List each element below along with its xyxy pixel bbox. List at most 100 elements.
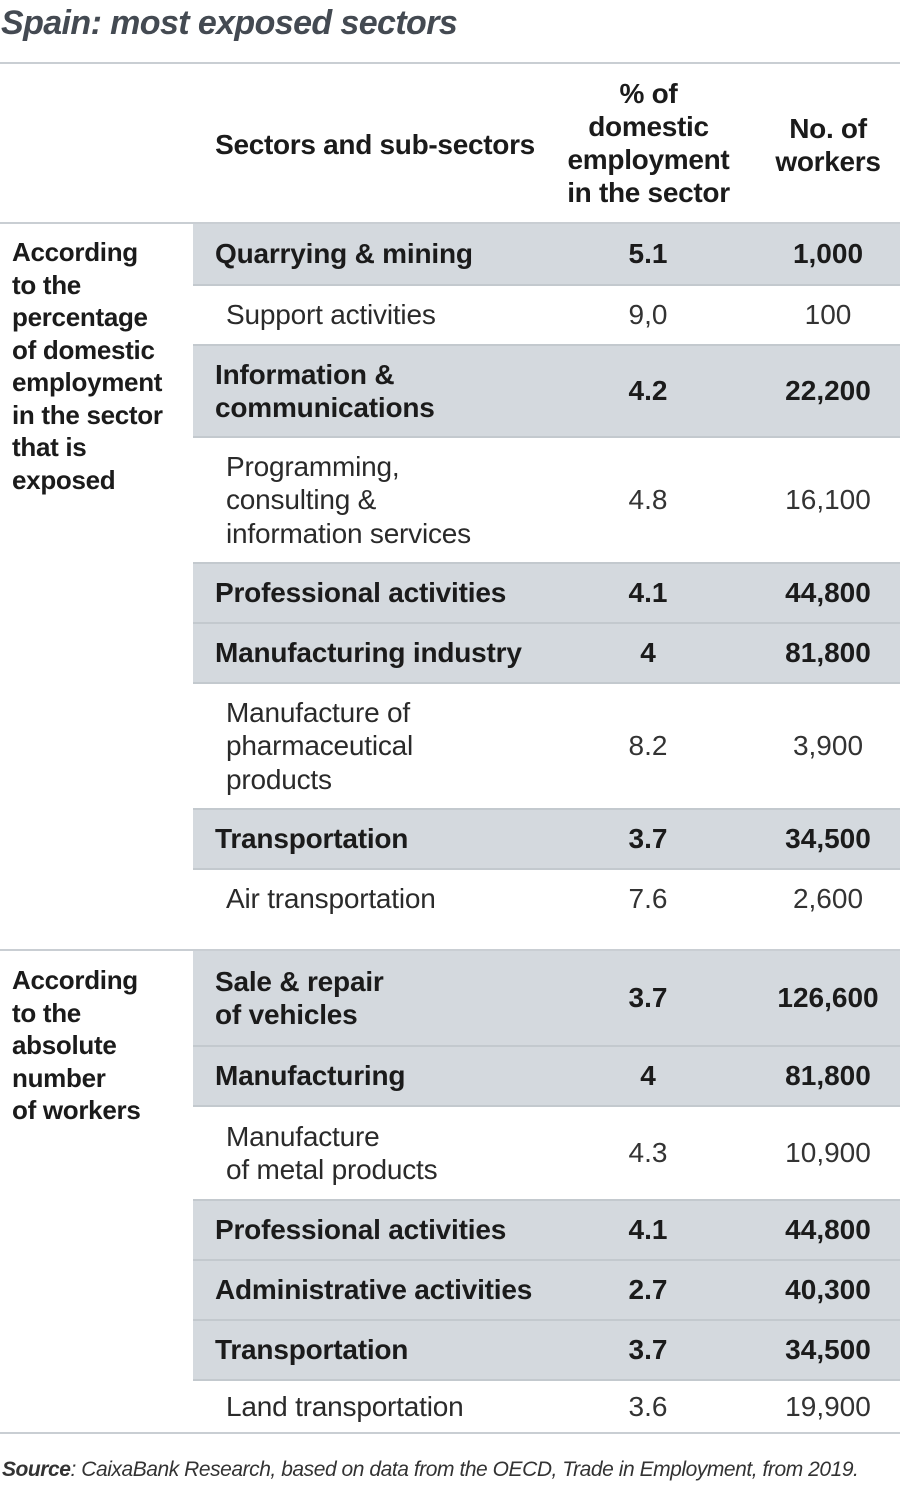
sector-name-line: Programming, — [226, 450, 400, 482]
sector-name: Manufacture of metal products — [226, 1107, 556, 1199]
bottom-rule — [0, 1432, 900, 1434]
sub-sector-row: Air transportation 7.6 2,600 — [193, 868, 900, 928]
sector-name: Manufacturing — [215, 1047, 555, 1105]
sector-row: Administrative activities 2.7 40,300 — [193, 1259, 900, 1319]
group-label-line: percentage — [12, 302, 148, 332]
employment-pct: 9,0 — [628, 299, 668, 330]
sub-sector-row: Land transportation 3.6 19,900 — [193, 1379, 900, 1433]
sector-name: Professional activities — [215, 1201, 555, 1259]
employment-pct: 4.3 — [628, 1137, 668, 1168]
sector-row: Sale & repair of vehicles 3.7 126,600 — [193, 951, 900, 1045]
workers-count: 10,900 — [785, 1137, 871, 1168]
employment-pct: 5.1 — [628, 238, 668, 269]
group-label-line: in the sector — [12, 399, 163, 430]
workers-count: 2,600 — [792, 883, 864, 914]
employment-pct: 4 — [640, 1060, 656, 1091]
source-note: Source: CaixaBank Research, based on dat… — [2, 1458, 859, 1482]
header-workers-line: workers — [775, 146, 881, 177]
workers-count: 81,800 — [785, 1060, 871, 1091]
top-rule — [0, 62, 900, 64]
sector-name-line: information services — [226, 517, 471, 549]
header-rule — [0, 222, 900, 224]
sector-name-line: Transportation — [215, 823, 409, 855]
employment-pct: 3.7 — [628, 982, 668, 1013]
group-label-line: to the — [12, 269, 81, 300]
employment-pct: 3.7 — [628, 1334, 668, 1365]
sector-row: Manufacturing 4 81,800 — [193, 1045, 900, 1105]
sector-name-line: Professional activities — [215, 577, 507, 609]
sector-row: Professional activities 4.1 44,800 — [193, 562, 900, 622]
workers-count: 34,500 — [785, 823, 871, 854]
sector-name: Sale & repair of vehicles — [215, 951, 555, 1045]
sector-name-line: pharmaceutical — [226, 730, 414, 762]
employment-pct: 4.1 — [628, 577, 668, 608]
sector-row: Information & communications 4.2 22,200 — [193, 344, 900, 436]
group-label-line: According — [12, 965, 138, 995]
header-pct-line: in the sector — [567, 177, 730, 208]
workers-count: 34,500 — [785, 1334, 871, 1365]
workers-count: 126,600 — [777, 982, 879, 1013]
workers-count: 44,800 — [785, 1214, 871, 1245]
sector-row: Quarrying & mining 5.1 1,000 — [193, 224, 900, 284]
employment-pct: 4.1 — [628, 1214, 668, 1245]
sector-name: Information & communications — [215, 346, 555, 436]
group-label-line: employment — [12, 367, 163, 397]
workers-count: 22,200 — [785, 375, 871, 406]
sector-name-line: Support activities — [226, 299, 436, 331]
employment-pct: 4.8 — [628, 484, 668, 515]
workers-count: 19,900 — [785, 1391, 871, 1422]
header-workers: No. of workers — [738, 112, 900, 178]
sector-name-line: Quarrying & mining — [215, 238, 473, 270]
sector-name-line: Information & — [215, 358, 395, 390]
sector-name-line: Manufacturing industry — [215, 637, 522, 669]
workers-count: 100 — [804, 299, 852, 330]
header-pct: % of domestic employment in the sector — [556, 77, 741, 209]
sector-name-line: Administrative activities — [215, 1274, 533, 1306]
sector-name-line: Manufacture — [226, 1120, 380, 1152]
sector-name: Manufacture of pharmaceutical products — [226, 684, 556, 808]
workers-count: 40,300 — [785, 1274, 871, 1305]
sector-row: Transportation 3.7 34,500 — [193, 1319, 900, 1379]
workers-count: 3,900 — [792, 730, 864, 761]
header-pct-line: domestic — [588, 111, 709, 142]
employment-pct: 7.6 — [628, 883, 668, 914]
employment-pct: 2.7 — [628, 1274, 668, 1305]
sector-name-line: communications — [215, 392, 435, 423]
group-label-line: of domestic — [12, 334, 155, 365]
sector-name: Air transportation — [226, 870, 556, 928]
group-label-line: that is — [12, 432, 87, 462]
workers-count: 16,100 — [785, 484, 871, 515]
sub-sector-row: Manufacture of pharmaceutical products 8.2 3… — [193, 682, 900, 808]
employment-pct: 4.2 — [628, 375, 668, 406]
sector-name: Transportation — [215, 1321, 555, 1379]
sector-name: Manufacturing industry — [215, 624, 555, 682]
employment-pct: 3.7 — [628, 823, 668, 854]
group-label: According to the percentage of domestic empl… — [12, 236, 187, 496]
sector-name: Support activities — [226, 286, 556, 344]
sector-name-line: products — [226, 763, 332, 795]
header-sectors: Sectors and sub-sectors — [215, 129, 535, 160]
sector-name: Programming, consulting & information serv… — [226, 438, 556, 562]
group-label-line: number — [12, 1062, 106, 1093]
sector-row: Manufacturing industry 4 81,800 — [193, 622, 900, 682]
sector-name: Quarrying & mining — [215, 224, 555, 284]
header-pct-line: employment — [567, 144, 730, 175]
group-label-line: of workers — [12, 1095, 141, 1125]
sub-sector-row: Manufacture of metal products 4.3 10,900 — [193, 1105, 900, 1199]
employment-pct: 8.2 — [628, 730, 668, 761]
sub-sector-row: Programming, consulting & information serv… — [193, 436, 900, 562]
workers-count: 81,800 — [785, 637, 871, 668]
sector-name-line: Air transportation — [226, 883, 436, 915]
sector-name-line: Land transportation — [226, 1391, 464, 1423]
sector-name-line: Professional activities — [215, 1214, 507, 1246]
sector-name-line: of vehicles — [215, 999, 358, 1030]
group-rule — [0, 949, 900, 951]
group-label: According to the absolute number of workers — [12, 964, 187, 1127]
employment-pct: 4 — [640, 637, 656, 668]
source-label: Source — [2, 1458, 71, 1481]
source-text: : CaixaBank Research, based on data from… — [70, 1458, 859, 1481]
sector-name-line: consulting & — [226, 484, 377, 516]
sub-sector-row: Support activities 9,0 100 — [193, 284, 900, 344]
sector-name-line: of metal products — [226, 1154, 438, 1185]
employment-pct: 3.6 — [628, 1391, 668, 1422]
